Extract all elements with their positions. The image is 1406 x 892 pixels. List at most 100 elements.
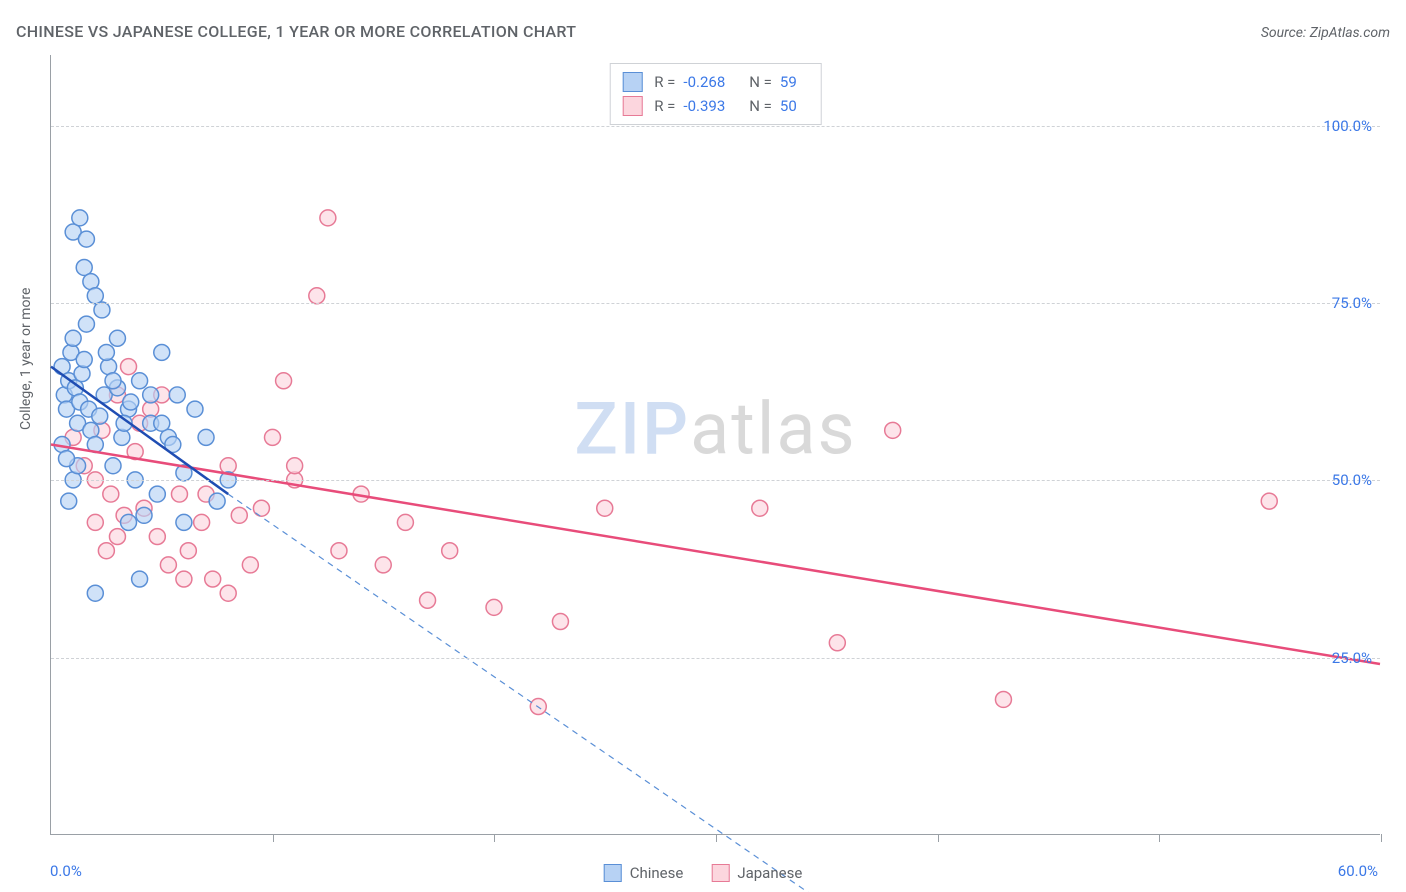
r-label: R = <box>654 73 675 91</box>
data-point <box>205 571 221 587</box>
data-point <box>160 557 176 573</box>
data-point <box>176 514 192 530</box>
legend-label-chinese: Chinese <box>630 864 684 882</box>
data-point <box>829 635 845 651</box>
data-point <box>331 543 347 559</box>
data-point <box>253 500 269 516</box>
data-point <box>597 500 613 516</box>
data-point <box>59 451 75 467</box>
series-legend: Chinese Japanese <box>604 864 803 882</box>
data-point <box>149 529 165 545</box>
y-axis-label: College, 1 year or more <box>18 288 34 430</box>
data-point <box>420 592 436 608</box>
x-tick <box>1159 834 1160 842</box>
data-point <box>94 302 110 318</box>
x-axis-max-label: 60.0% <box>1338 862 1378 880</box>
data-point <box>220 585 236 601</box>
x-axis-min-label: 0.0% <box>50 862 82 880</box>
legend-item-chinese: Chinese <box>604 864 684 882</box>
data-point <box>397 514 413 530</box>
data-point <box>752 500 768 516</box>
data-point <box>109 330 125 346</box>
data-point <box>276 373 292 389</box>
legend-item-japanese: Japanese <box>711 864 802 882</box>
correlation-legend: R = -0.268 N = 59 R = -0.393 N = 50 <box>609 63 822 125</box>
chart-title: CHINESE VS JAPANESE COLLEGE, 1 YEAR OR M… <box>16 22 576 41</box>
x-tick <box>716 834 717 842</box>
y-tick-label: 50.0% <box>1332 471 1372 489</box>
data-point <box>442 543 458 559</box>
data-point <box>209 493 225 509</box>
data-point <box>74 366 90 382</box>
data-point <box>132 571 148 587</box>
data-point <box>486 599 502 615</box>
legend-row-japanese: R = -0.393 N = 50 <box>622 94 809 118</box>
data-point <box>98 344 114 360</box>
data-point <box>98 543 114 559</box>
data-point <box>375 557 391 573</box>
data-point <box>87 514 103 530</box>
x-tick <box>938 834 939 842</box>
n-label: N = <box>749 73 772 91</box>
data-point <box>154 344 170 360</box>
data-point <box>149 486 165 502</box>
data-point <box>121 359 137 375</box>
data-point <box>109 529 125 545</box>
n-value-japanese: 50 <box>780 97 797 115</box>
data-point <box>180 543 196 559</box>
x-tick <box>1381 834 1382 842</box>
y-tick-label: 25.0% <box>1332 649 1372 667</box>
data-point <box>552 614 568 630</box>
x-tick <box>273 834 274 842</box>
swatch-japanese-bottom <box>711 864 729 882</box>
data-point <box>171 486 187 502</box>
data-point <box>194 514 210 530</box>
data-point <box>265 429 281 445</box>
data-point <box>121 514 137 530</box>
y-tick-label: 75.0% <box>1332 294 1372 312</box>
swatch-chinese <box>622 72 642 92</box>
chart-plot-area: ZIPatlas R = -0.268 N = 59 R = -0.393 N … <box>50 55 1380 835</box>
data-point <box>169 387 185 403</box>
data-point <box>132 373 148 389</box>
data-point <box>154 415 170 431</box>
data-point <box>995 691 1011 707</box>
data-point <box>1261 493 1277 509</box>
data-point <box>78 231 94 247</box>
data-point <box>885 422 901 438</box>
r-value-japanese: -0.393 <box>683 97 725 115</box>
data-point <box>72 210 88 226</box>
swatch-japanese <box>622 96 642 116</box>
data-point <box>136 507 152 523</box>
trend-line <box>51 445 1380 665</box>
gridline-h <box>51 480 1380 481</box>
data-point <box>320 210 336 226</box>
data-point <box>103 486 119 502</box>
gridline-h <box>51 303 1380 304</box>
data-point <box>87 585 103 601</box>
data-point <box>92 408 108 424</box>
chart-header: CHINESE VS JAPANESE COLLEGE, 1 YEAR OR M… <box>16 22 1390 41</box>
data-point <box>176 571 192 587</box>
data-point <box>309 288 325 304</box>
data-point <box>287 458 303 474</box>
gridline-h <box>51 126 1380 127</box>
n-value-chinese: 59 <box>780 73 797 91</box>
scatter-svg <box>51 55 1380 834</box>
legend-row-chinese: R = -0.268 N = 59 <box>622 70 809 94</box>
trend-line <box>228 494 826 892</box>
data-point <box>105 458 121 474</box>
x-tick <box>494 834 495 842</box>
data-point <box>123 394 139 410</box>
data-point <box>105 373 121 389</box>
r-value-chinese: -0.268 <box>683 73 725 91</box>
data-point <box>114 429 130 445</box>
data-point <box>187 401 203 417</box>
data-point <box>198 429 214 445</box>
n-label: N = <box>749 97 772 115</box>
data-point <box>143 387 159 403</box>
data-point <box>76 352 92 368</box>
data-point <box>231 507 247 523</box>
data-point <box>242 557 258 573</box>
gridline-h <box>51 658 1380 659</box>
